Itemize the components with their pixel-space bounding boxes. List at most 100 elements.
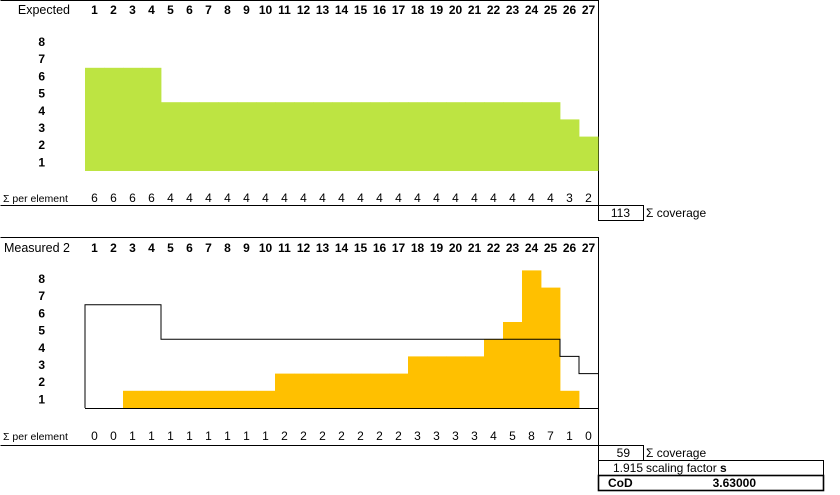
bar xyxy=(522,102,542,171)
bar xyxy=(427,356,447,408)
column-header: 11 xyxy=(278,3,291,17)
total-label: Σ coverage xyxy=(646,446,706,460)
sum-value: 0 xyxy=(91,429,98,443)
bar xyxy=(484,339,504,408)
bar xyxy=(560,119,580,171)
sum-value: 1 xyxy=(167,429,174,443)
sum-value: 3 xyxy=(433,429,440,443)
bar xyxy=(256,102,276,171)
total-label: Σ coverage xyxy=(646,206,706,220)
bar xyxy=(389,102,409,171)
column-header: 1 xyxy=(91,241,98,255)
column-header: 2 xyxy=(110,241,117,255)
column-header: 19 xyxy=(430,3,444,17)
column-header: 20 xyxy=(449,241,463,255)
bar xyxy=(142,67,162,171)
panel-frame xyxy=(0,237,599,446)
sum-value: 4 xyxy=(490,191,497,205)
sum-value: 1 xyxy=(262,429,269,443)
sum-value: 2 xyxy=(300,429,307,443)
y-tick-label: 8 xyxy=(38,272,45,286)
column-header: 10 xyxy=(259,3,273,17)
column-header: 9 xyxy=(243,241,250,255)
bar xyxy=(541,102,561,171)
bar xyxy=(237,390,257,408)
bar xyxy=(408,102,428,171)
column-header: 23 xyxy=(506,241,520,255)
sum-value: 4 xyxy=(357,191,364,205)
bar xyxy=(560,390,580,408)
sum-value: 4 xyxy=(490,429,497,443)
bar xyxy=(161,102,181,171)
bar xyxy=(351,102,371,171)
column-header: 13 xyxy=(316,241,330,255)
y-tick-label: 6 xyxy=(38,306,45,320)
column-header: 4 xyxy=(148,3,155,17)
bar xyxy=(275,102,295,171)
column-header: 2 xyxy=(110,3,117,17)
bar xyxy=(85,67,105,171)
sum-value: 2 xyxy=(376,429,383,443)
bar xyxy=(332,102,352,171)
column-header: 8 xyxy=(224,241,231,255)
totals-box: 113 Σ coverage xyxy=(598,205,706,221)
total-value: 1.915 xyxy=(613,461,643,475)
sum-value: 2 xyxy=(585,191,592,205)
column-header: 3 xyxy=(129,241,136,255)
bar xyxy=(294,373,314,408)
sum-value: 6 xyxy=(91,191,98,205)
panel-frame xyxy=(0,0,599,206)
sum-value: 1 xyxy=(205,429,212,443)
bar xyxy=(446,356,466,408)
column-header: 25 xyxy=(544,241,558,255)
sum-value: 5 xyxy=(509,429,516,443)
sum-value: 4 xyxy=(167,191,174,205)
total-value: 113 xyxy=(611,206,630,220)
column-header: 12 xyxy=(297,3,311,17)
sum-value: 1 xyxy=(129,429,136,443)
column-header: 24 xyxy=(525,241,539,255)
sum-value: 2 xyxy=(357,429,364,443)
sum-value: 4 xyxy=(471,191,478,205)
column-header: 26 xyxy=(563,241,577,255)
sum-value: 4 xyxy=(319,191,326,205)
bar xyxy=(408,356,428,408)
column-header: 6 xyxy=(186,241,193,255)
column-header: 24 xyxy=(525,3,539,17)
bar xyxy=(104,67,124,171)
column-header: 16 xyxy=(373,241,387,255)
sum-value: 6 xyxy=(110,191,117,205)
sum-value: 4 xyxy=(243,191,250,205)
bar xyxy=(484,102,504,171)
bar xyxy=(256,390,276,408)
sum-value: 4 xyxy=(262,191,269,205)
total-value: 59 xyxy=(617,446,631,460)
bar xyxy=(332,373,352,408)
sum-value: 1 xyxy=(224,429,231,443)
column-header: 5 xyxy=(167,3,174,17)
bar xyxy=(275,373,295,408)
column-header: 17 xyxy=(392,241,406,255)
sum-value: 8 xyxy=(528,429,535,443)
y-tick-label: 8 xyxy=(38,35,45,49)
bar xyxy=(142,390,162,408)
column-header: 18 xyxy=(411,241,425,255)
column-header: 5 xyxy=(167,241,174,255)
bar xyxy=(199,102,219,171)
cod-value: 3.63000 xyxy=(713,476,757,490)
bar xyxy=(161,390,181,408)
column-header: 20 xyxy=(449,3,463,17)
bar xyxy=(465,102,485,171)
sum-value: 4 xyxy=(224,191,231,205)
sum-value: 6 xyxy=(148,191,155,205)
bar xyxy=(313,373,333,408)
sum-value: 3 xyxy=(452,429,459,443)
column-header: 3 xyxy=(129,3,136,17)
y-tick-label: 6 xyxy=(38,69,45,83)
sum-value: 0 xyxy=(110,429,117,443)
sum-value: 2 xyxy=(281,429,288,443)
column-header: 11 xyxy=(278,241,291,255)
sum-value: 2 xyxy=(395,429,402,443)
